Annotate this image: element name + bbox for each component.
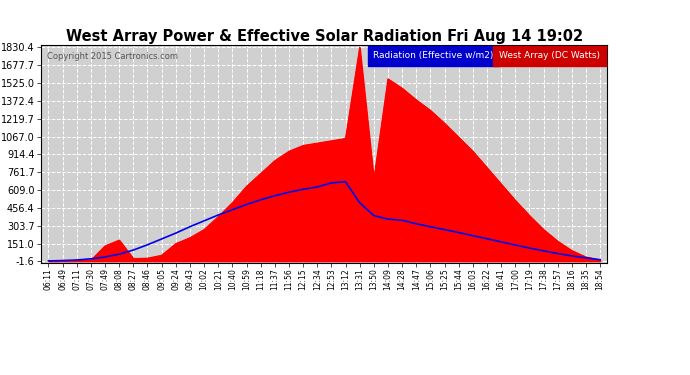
Text: Copyright 2015 Cartronics.com: Copyright 2015 Cartronics.com <box>47 51 178 60</box>
Title: West Array Power & Effective Solar Radiation Fri Aug 14 19:02: West Array Power & Effective Solar Radia… <box>66 29 583 44</box>
Legend: Radiation (Effective w/m2), West Array (DC Watts): Radiation (Effective w/m2), West Array (… <box>368 48 602 63</box>
